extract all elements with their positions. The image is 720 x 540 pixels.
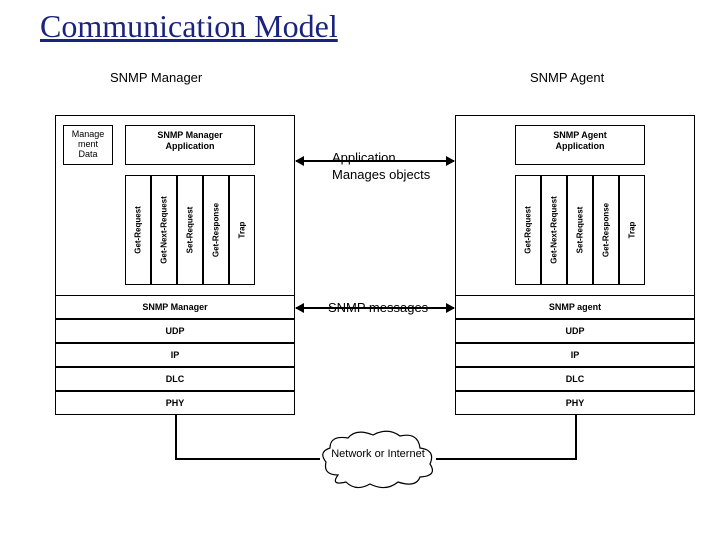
mgr-msg-2: Set-Request	[177, 175, 203, 285]
agent-stack-2: IP	[455, 343, 695, 367]
arrow-1	[296, 307, 454, 309]
label-manager: SNMP Manager	[110, 70, 202, 85]
connector	[575, 415, 577, 460]
manager-stack-0: SNMP Manager	[55, 295, 295, 319]
mgmt-data-box: Manage ment Data	[63, 125, 113, 165]
agent-stack-3: DLC	[455, 367, 695, 391]
agent-stack-4: PHY	[455, 391, 695, 415]
manager-stack-4: PHY	[55, 391, 295, 415]
agt-msg-1: Get-Next-Request	[541, 175, 567, 285]
agt-msg-4: Trap	[619, 175, 645, 285]
mgr-msg-0: Get-Request	[125, 175, 151, 285]
mgr-msg-4: Trap	[229, 175, 255, 285]
mgr-msg-1: Get-Next-Request	[151, 175, 177, 285]
agent-app-box: SNMP Agent Application	[515, 125, 645, 165]
agent-stack-1: UDP	[455, 319, 695, 343]
label-agent: SNMP Agent	[530, 70, 604, 85]
agent-stack-0: SNMP agent	[455, 295, 695, 319]
agt-msg-2: Set-Request	[567, 175, 593, 285]
mgr-msg-3: Get-Response	[203, 175, 229, 285]
connector	[175, 415, 177, 460]
page-title: Communication Model	[40, 8, 338, 45]
manager-stack-1: UDP	[55, 319, 295, 343]
cloud: Network or Internet	[318, 430, 438, 490]
connector	[436, 458, 577, 460]
manager-app-box: SNMP Manager Application	[125, 125, 255, 165]
manager-stack-2: IP	[55, 343, 295, 367]
arrow-0	[296, 160, 454, 162]
agt-msg-3: Get-Response	[593, 175, 619, 285]
mid-app-text: Application Manages objects	[332, 150, 430, 184]
agt-msg-0: Get-Request	[515, 175, 541, 285]
connector	[175, 458, 320, 460]
manager-stack-3: DLC	[55, 367, 295, 391]
